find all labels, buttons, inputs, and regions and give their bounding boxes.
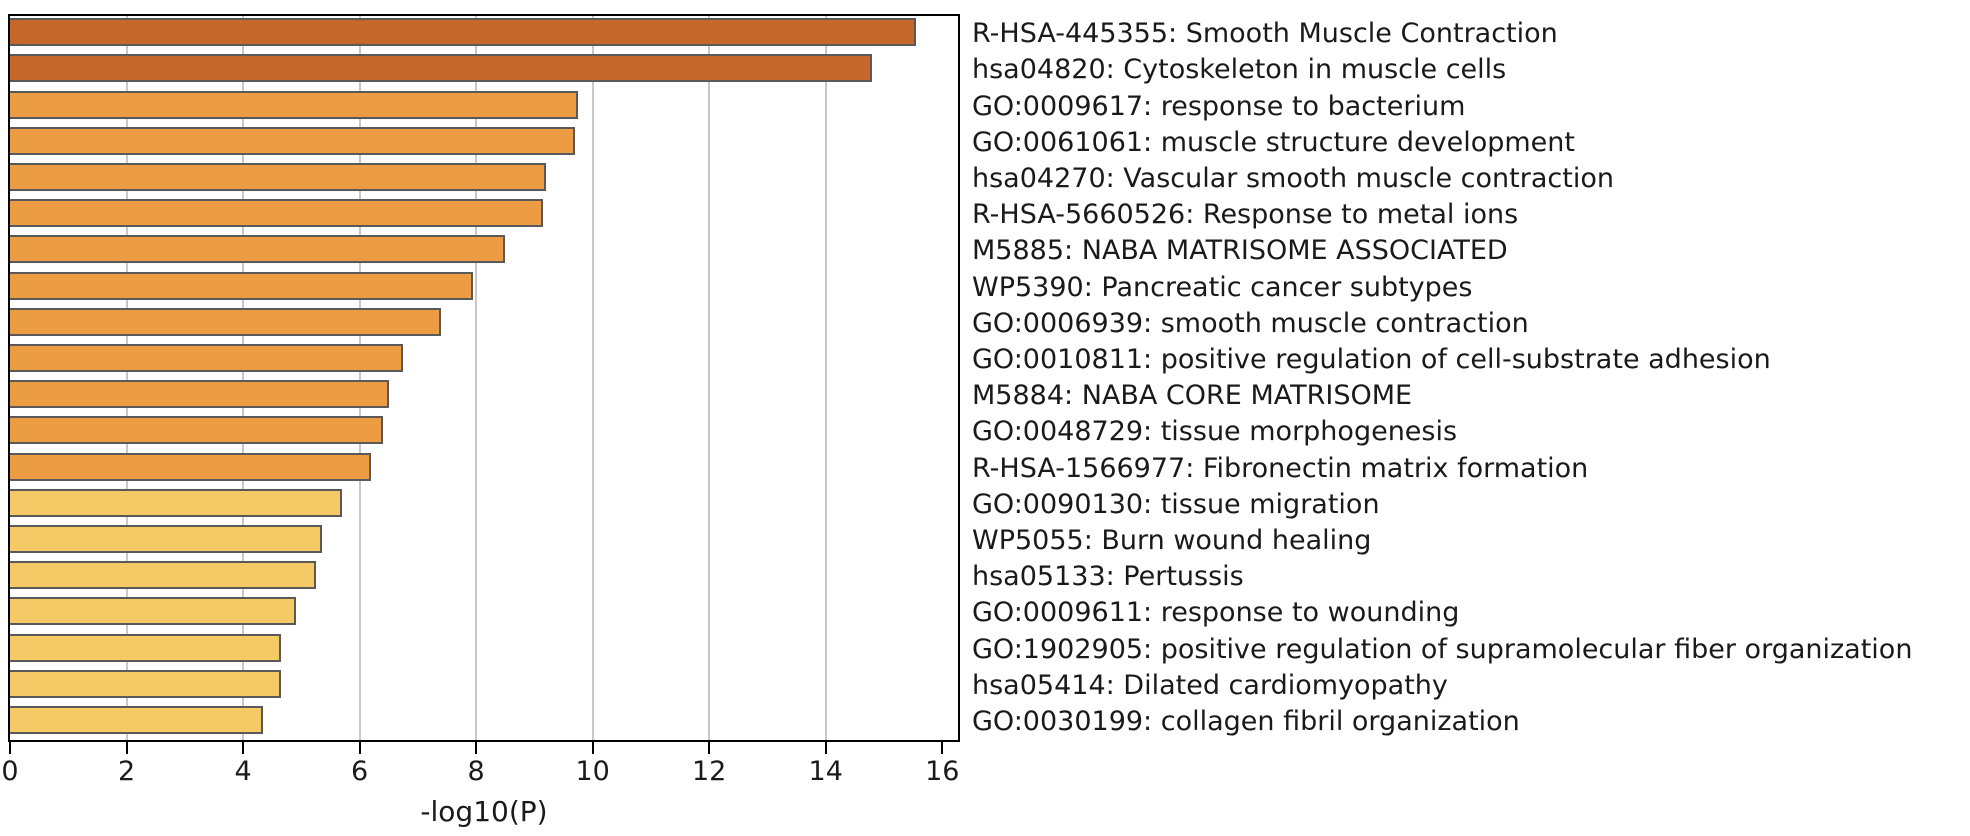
category-label: WP5390: Pancreatic cancer subtypes [972,271,1473,303]
x-tick-mark [941,742,944,754]
x-tick-label: 2 [117,756,136,787]
x-tick-label: 14 [808,756,843,787]
gridline [708,16,711,740]
bar [10,54,873,83]
bar [10,524,322,553]
category-label: GO:0009617: response to bacterium [972,90,1466,122]
x-tick-label: 10 [575,756,610,787]
category-label: WP5055: Burn wound healing [972,524,1372,556]
bar [10,416,383,445]
gridline [824,16,827,740]
category-label: hsa04820: Cytoskeleton in muscle cells [972,54,1507,86]
x-tick-label: 16 [925,756,960,787]
bar [10,235,506,264]
bar [10,271,474,300]
bar [10,597,296,626]
bar [10,126,576,155]
gridline [358,16,361,740]
category-label: M5885: NABA MATRISOME ASSOCIATED [972,235,1508,267]
x-tick-mark [591,742,594,754]
bar [10,452,372,481]
x-tick-mark [475,742,478,754]
bar [10,18,917,47]
category-label: M5884: NABA CORE MATRISOME [972,380,1413,412]
bar [10,90,579,119]
category-label: R-HSA-5660526: Response to metal ions [972,199,1519,231]
category-label: GO:0048729: tissue morphogenesis [972,416,1458,448]
bar [10,343,404,372]
plot-area [8,14,960,742]
x-axis-title: -log10(P) [420,795,548,828]
bar [10,307,442,336]
x-tick-label: 6 [351,756,369,787]
bar [10,380,389,409]
x-tick-mark [125,742,128,754]
x-tick-mark [9,742,11,754]
category-label: GO:0061061: muscle structure development [972,126,1575,158]
gridline [125,16,128,740]
x-tick-mark [358,742,361,754]
gridline [242,16,245,740]
category-label: GO:0090130: tissue migration [972,488,1380,520]
bar [10,199,544,228]
bar [10,705,264,734]
category-label: R-HSA-1566977: Fibronectin matrix format… [972,452,1589,484]
bar [10,488,343,517]
bar [10,561,316,590]
category-label: hsa05414: Dilated cardiomyopathy [972,669,1448,701]
bar [10,633,281,662]
gridline [475,16,478,740]
x-tick-mark [242,742,245,754]
x-tick-label: 0 [1,756,19,787]
category-label: hsa04270: Vascular smooth muscle contrac… [972,162,1614,194]
x-tick-label: 8 [467,756,485,787]
bar [10,162,547,191]
category-label: hsa05133: Pertussis [972,561,1244,593]
category-label: GO:0009611: response to wounding [972,597,1460,629]
x-tick-mark [708,742,711,754]
x-tick-label: 4 [234,756,252,787]
x-tick-mark [824,742,827,754]
category-label: GO:0006939: smooth muscle contraction [972,307,1529,339]
category-label: GO:1902905: positive regulation of supra… [972,633,1913,665]
category-label: GO:0010811: positive regulation of cell-… [972,343,1771,375]
category-label: R-HSA-445355: Smooth Muscle Contraction [972,18,1558,50]
bar [10,669,281,698]
category-label: GO:0030199: collagen fibril organization [972,705,1520,737]
x-tick-label: 12 [692,756,727,787]
gridline [591,16,594,740]
